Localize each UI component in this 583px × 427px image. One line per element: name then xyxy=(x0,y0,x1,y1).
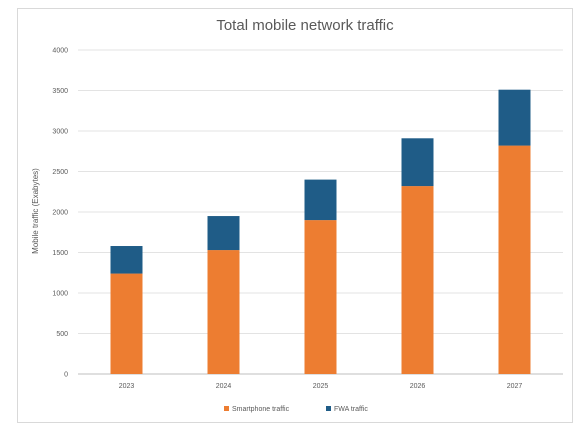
y-tick-label: 2500 xyxy=(52,169,68,176)
legend: Smartphone traffic FWA traffic xyxy=(224,406,368,413)
bar-fwa-2025 xyxy=(304,179,337,221)
legend-label-fwa: FWA traffic xyxy=(334,406,368,413)
bar-fwa-2026 xyxy=(401,138,434,187)
y-tick-label: 1500 xyxy=(52,250,68,257)
y-axis-label: Mobile traffic (Exabytes) xyxy=(31,168,40,254)
legend-swatch-smartphone xyxy=(224,406,229,411)
x-tick-label: 2023 xyxy=(119,383,135,390)
bar-smartphone-2026 xyxy=(401,186,434,374)
x-tick-label: 2026 xyxy=(410,383,426,390)
y-tick-label: 500 xyxy=(56,331,68,338)
legend-label-smartphone: Smartphone traffic xyxy=(232,406,290,413)
y-tick-label: 3000 xyxy=(52,129,68,136)
y-tick-label: 1000 xyxy=(52,291,68,298)
x-tick-label: 2024 xyxy=(216,383,232,390)
y-tick-label: 4000 xyxy=(52,48,68,55)
bar-smartphone-2025 xyxy=(304,220,337,374)
legend-swatch-fwa xyxy=(326,406,331,411)
bar-smartphone-2023 xyxy=(110,273,143,374)
y-tick-label: 2000 xyxy=(52,210,68,217)
bar-fwa-2024 xyxy=(207,216,240,251)
y-tick-label: 3500 xyxy=(52,88,68,95)
y-tick-label: 0 xyxy=(64,372,68,379)
x-tick-label: 2025 xyxy=(313,383,329,390)
x-tick-labels: 2023 2024 2025 2026 2027 xyxy=(119,383,523,390)
chart-title: Total mobile network traffic xyxy=(216,17,394,34)
bar-smartphone-2024 xyxy=(207,250,240,374)
gridlines xyxy=(78,49,563,375)
bar-fwa-2027 xyxy=(498,89,531,146)
chart-frame xyxy=(17,8,573,423)
bar-fwa-2023 xyxy=(110,246,143,274)
y-tick-labels: 0 500 1000 1500 2000 2500 3000 3500 4000 xyxy=(52,48,68,379)
bars xyxy=(110,89,531,374)
bar-smartphone-2027 xyxy=(498,145,531,374)
x-tick-label: 2027 xyxy=(507,383,523,390)
